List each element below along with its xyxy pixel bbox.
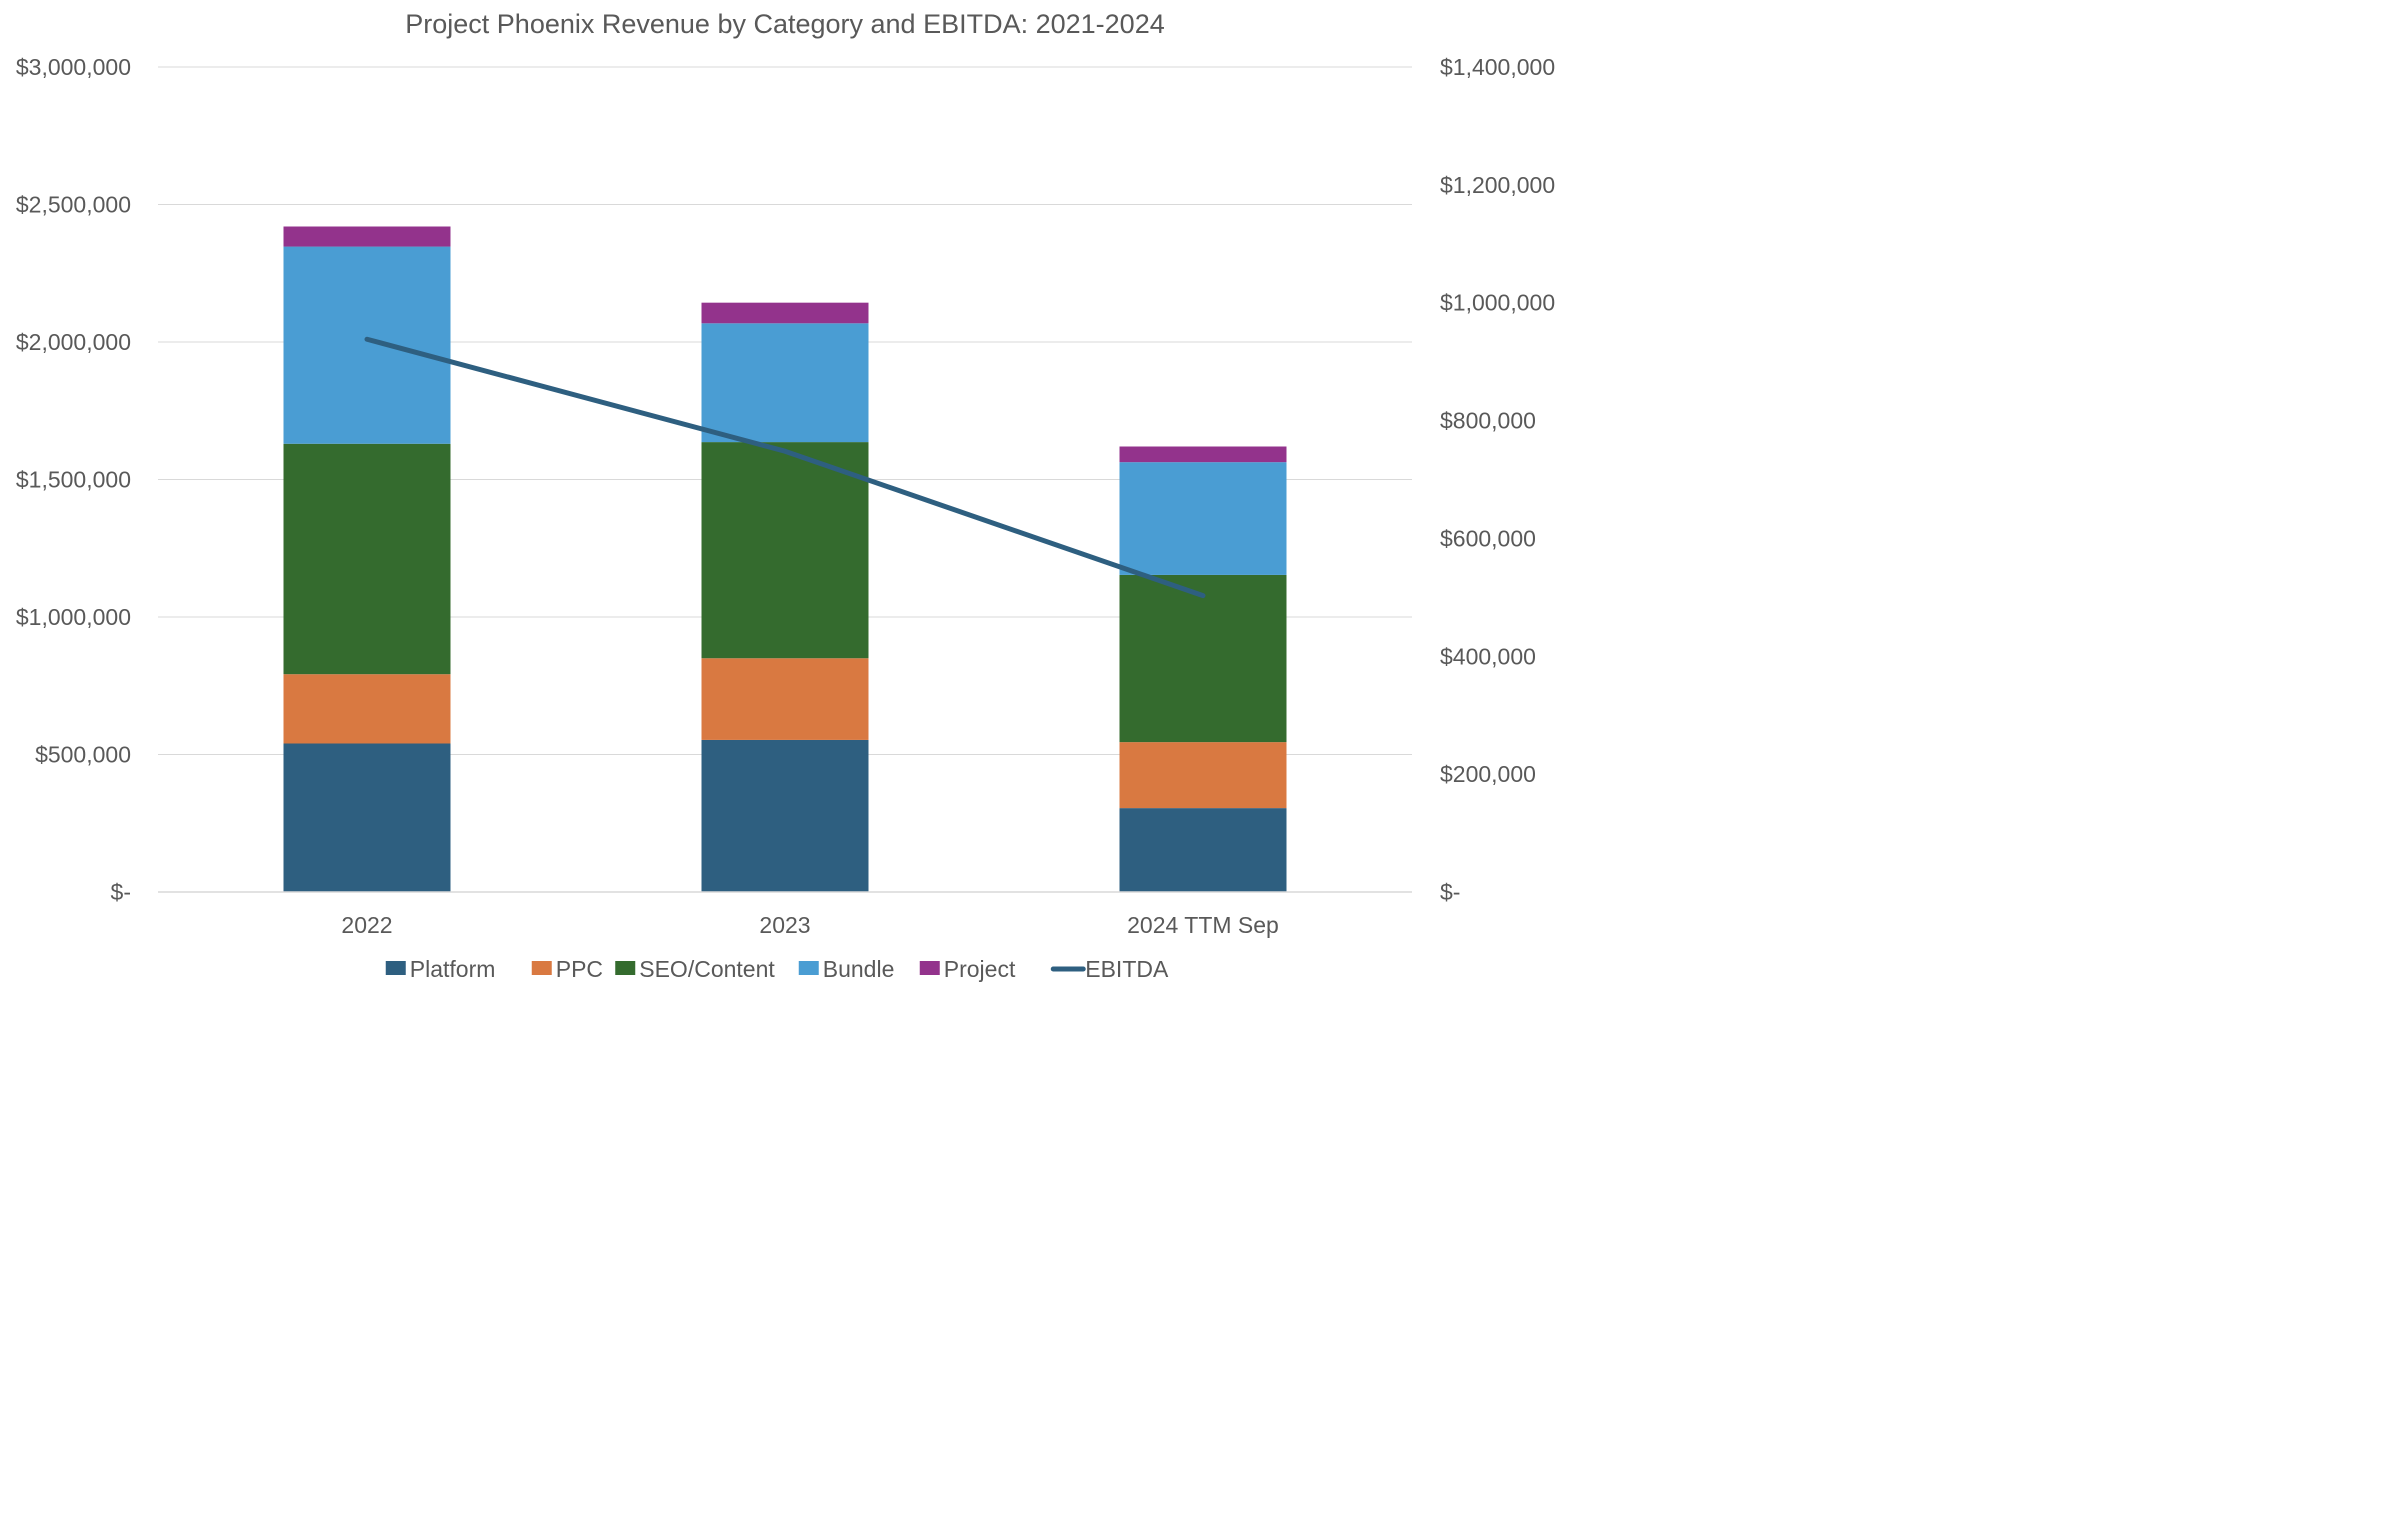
bars [283,226,1287,892]
legend-item-project: Project [919,956,1016,982]
bar-platform [701,739,869,892]
bar-platform [283,743,451,892]
legend-label: Bundle [823,956,895,982]
legend-swatch [531,961,552,975]
bar-project [283,226,451,247]
x-tick-label: 2024 TTM Sep [1127,912,1279,938]
right-tick-label: $1,000,000 [1440,290,1555,316]
left-tick-label: $2,500,000 [16,192,131,218]
bar-ppc [701,658,869,740]
right-axis: $- $200,000 $400,000 $600,000 $800,000 $1,000… [1440,54,1555,905]
bar-ppc [283,674,451,744]
bar-project [701,302,869,324]
legend-label: Platform [410,956,496,982]
chart: Project Phoenix Revenue by Category and … [16,9,1555,982]
legend-item-bundle: Bundle [798,956,895,982]
left-tick-label: $- [111,879,131,905]
legend-item-seo-content: SEO/Content [615,956,775,982]
legend-swatch [615,961,636,975]
bar-platform [1119,808,1287,892]
bar-seo-content [1119,574,1287,743]
right-tick-label: $- [1440,879,1460,905]
right-tick-label: $800,000 [1440,408,1536,434]
left-tick-label: $1,000,000 [16,604,131,630]
bar-ppc [1119,742,1287,809]
bar-seo-content [701,442,869,659]
bar-seo-content [283,443,451,675]
legend-label: Project [944,956,1016,982]
bar-bundle [1119,462,1287,575]
bar-bundle [283,246,451,444]
left-axis: $- $500,000 $1,000,000 $1,500,000 $2,000,000… [16,54,131,905]
legend-swatch [385,961,406,975]
left-tick-label: $2,000,000 [16,329,131,355]
right-tick-label: $400,000 [1440,643,1536,669]
left-tick-label: $1,500,000 [16,467,131,493]
left-tick-label: $500,000 [35,742,131,768]
legend: Platform PPC SEO/Content Bundle Project EBITD… [385,956,1169,982]
ebitda-line-layer [364,336,1206,599]
chart-title: Project Phoenix Revenue by Category and … [405,9,1164,39]
legend-swatch [798,961,819,975]
right-tick-label: $200,000 [1440,761,1536,787]
x-tick-label: 2022 [341,912,392,938]
legend-item-platform: Platform [385,956,496,982]
legend-swatch [919,961,940,975]
legend-label: SEO/Content [639,956,775,982]
x-axis: 2022 2023 2024 TTM Sep [158,891,1412,938]
bar-bundle [701,323,869,443]
bar-project [1119,446,1287,463]
right-tick-label: $600,000 [1440,525,1536,551]
left-tick-label: $3,000,000 [16,54,131,80]
x-tick-label: 2023 [759,912,810,938]
legend-item-ppc: PPC [531,956,603,982]
right-tick-label: $1,400,000 [1440,54,1555,80]
legend-item-ebitda: EBITDA [1050,956,1169,982]
legend-label: PPC [556,956,603,982]
right-tick-label: $1,200,000 [1440,172,1555,198]
legend-label: EBITDA [1085,956,1169,982]
